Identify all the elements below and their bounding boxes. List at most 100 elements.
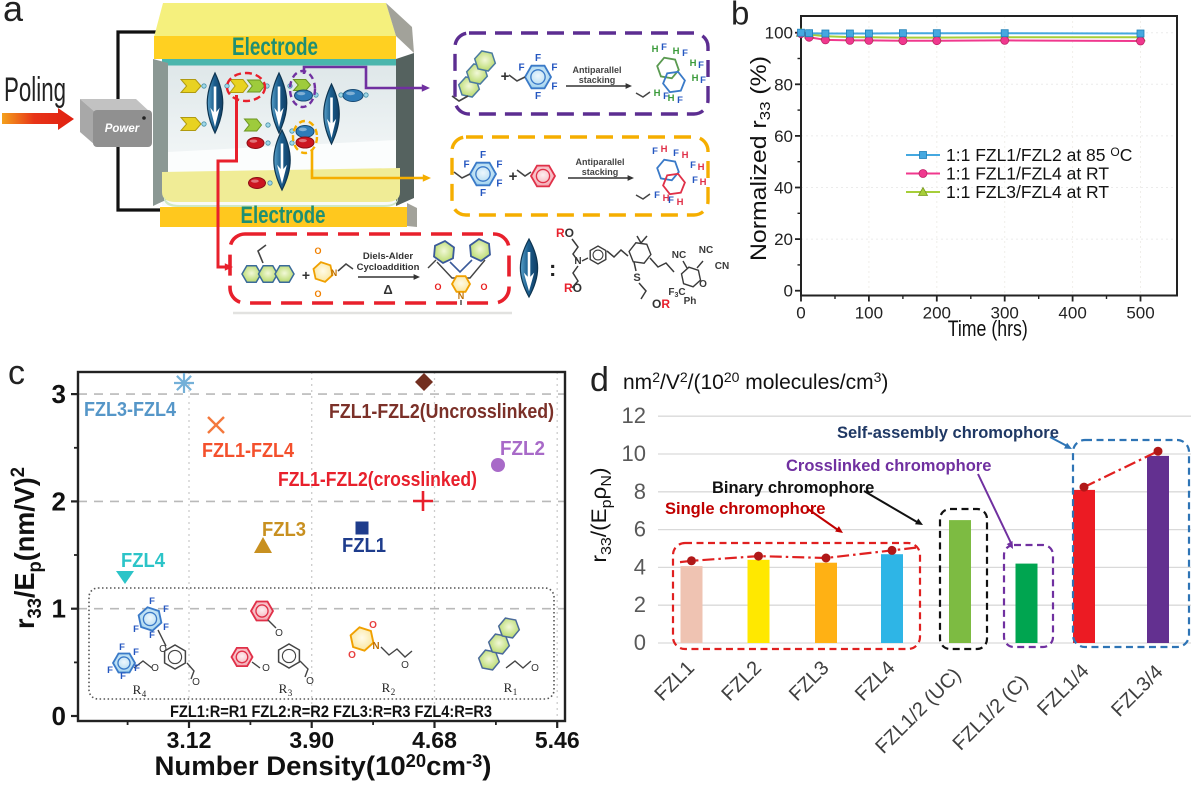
svg-text:FZL4: FZL4 [121,550,166,572]
svg-text:F: F [463,160,469,171]
svg-text:F: F [700,75,706,86]
svg-text:H: H [700,177,707,188]
svg-text:F: F [698,60,704,71]
svg-text:d: d [590,361,609,399]
svg-text:500: 500 [1126,304,1154,323]
svg-text:O: O [348,650,356,661]
svg-text:Cycloaddition: Cycloaddition [357,262,420,273]
svg-text:+: + [501,68,510,85]
svg-text:Time (hrs): Time (hrs) [948,316,1028,341]
svg-text:O: O [401,660,409,671]
svg-text:H: H [652,44,659,55]
svg-text:RO: RO [556,226,574,240]
svg-text:Single chromophore: Single chromophore [665,500,825,518]
svg-text:H: H [698,162,705,173]
svg-text:Normalized r33 (%): Normalized r33 (%) [746,56,774,261]
svg-text:F: F [163,604,169,615]
svg-text:O: O [480,282,487,292]
svg-text:2: 2 [52,486,66,516]
svg-text:H: H [677,197,684,208]
svg-text:1: 1 [513,687,518,697]
svg-text:Poling: Poling [4,71,66,109]
svg-text:Antiparallel: Antiparallel [572,65,621,75]
svg-text:Electrode: Electrode [232,33,318,61]
svg-text:H: H [663,193,670,204]
svg-text:O: O [151,663,159,674]
svg-text:4: 4 [142,689,147,699]
svg-text:RO: RO [564,281,582,295]
svg-text:Binary chromophore: Binary chromophore [712,479,874,497]
svg-text:F: F [673,148,679,159]
svg-text:F: F [120,671,126,682]
svg-text:H: H [673,46,680,57]
svg-text:F: F [551,63,557,74]
svg-text:F: F [133,624,139,635]
svg-text:F: F [692,175,698,186]
svg-text:2: 2 [634,592,646,617]
svg-text:R: R [279,681,288,696]
svg-text:O: O [192,677,200,688]
svg-text:Antiparallel: Antiparallel [575,157,624,167]
svg-text:FZL1: FZL1 [342,535,386,557]
svg-text:F: F [654,190,660,201]
svg-text:4.68: 4.68 [412,727,457,753]
svg-text:O: O [275,628,283,639]
svg-text:F: F [496,160,502,171]
svg-text:O: O [314,246,321,256]
svg-text:b: b [731,0,749,32]
svg-text:O: O [262,663,270,674]
svg-text:NC: NC [672,250,686,261]
svg-text:H: H [661,144,668,155]
svg-text:stacking: stacking [579,75,616,85]
svg-text:F: F [551,82,557,93]
svg-text:8: 8 [634,479,646,504]
svg-text::: : [549,256,556,281]
svg-text:R: R [504,680,513,695]
svg-text:6: 6 [634,517,646,542]
svg-text:+: + [302,267,310,283]
svg-text:O: O [434,282,441,292]
svg-text:H: H [668,93,675,104]
svg-text:1:1 FZL1/FZL4 at RT: 1:1 FZL1/FZL4 at RT [946,164,1109,184]
svg-text:Power: Power [105,123,140,135]
svg-text:H: H [682,150,689,161]
svg-text:F: F [668,195,674,206]
svg-text:N: N [331,268,338,278]
svg-text:F: F [661,42,667,53]
svg-text:FZL1:R=R1 FZL2:R=R2 FZL3:R=R: FZL1:R=R1 FZL2:R=R2 FZL3:R=R3 FZL4:R=R3 [170,702,492,721]
svg-text:0: 0 [784,282,793,301]
svg-text:CN: CN [715,261,729,272]
svg-text:Ph: Ph [684,296,697,307]
svg-text:400: 400 [1058,304,1086,323]
svg-text:F: F [690,160,696,171]
svg-text:3: 3 [288,688,293,698]
svg-text:5.46: 5.46 [535,727,580,753]
svg-text:OR: OR [652,297,670,311]
svg-text:F: F [149,596,155,607]
svg-text:H: H [692,73,699,84]
svg-text:Crosslinked chromophore: Crosslinked chromophore [786,457,991,475]
svg-text:O: O [306,676,314,687]
svg-text:Diels-Alder: Diels-Alder [363,251,413,262]
svg-text:NC: NC [699,245,713,256]
svg-text:O: O [369,620,377,631]
svg-text:80: 80 [774,75,793,94]
svg-text:F: F [535,53,541,64]
svg-text:F: F [682,48,688,59]
svg-text:O: O [159,644,167,655]
svg-text:20: 20 [774,230,793,249]
svg-text:FZL1-FZL2(crosslinked): FZL1-FZL2(crosslinked) [278,469,477,491]
svg-text:F: F [107,665,113,676]
svg-text:H: H [654,88,661,99]
svg-text:1: 1 [52,594,66,624]
svg-text:2: 2 [391,687,396,697]
svg-text:F: F [149,630,155,641]
svg-text:N: N [372,641,379,652]
svg-text:FZL3-FZL4: FZL3-FZL4 [84,399,177,421]
svg-text:F: F [518,63,524,74]
svg-text:F: F [119,642,125,653]
svg-text:1:1 FZL3/FZL4 at RT: 1:1 FZL3/FZL4 at RT [946,182,1109,202]
svg-text:a: a [3,0,24,29]
svg-text:100: 100 [765,24,793,43]
